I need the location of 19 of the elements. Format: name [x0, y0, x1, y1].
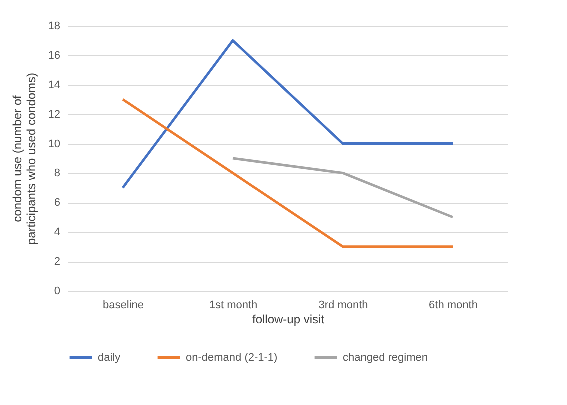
y-tick-label: 8 — [54, 168, 60, 180]
x-tick-label: 6th month — [429, 300, 478, 312]
y-tick-label: 14 — [48, 79, 60, 92]
y-tick-label: 0 — [54, 286, 60, 298]
x-tick-label: baseline — [103, 300, 144, 312]
y-tick-label: 6 — [54, 197, 60, 210]
y-tick-label: 18 — [48, 20, 60, 32]
y-axis-title: condom use (number of participants who used condoms) — [10, 72, 38, 246]
legend-label: on-demand (2-1-1) — [186, 352, 278, 364]
legend-label: changed regimen — [343, 352, 428, 364]
x-tick-label: 3rd month — [318, 300, 368, 312]
y-tick-label: 12 — [48, 108, 60, 121]
legend-label: daily — [98, 352, 122, 364]
x-tick-label: 1st month — [209, 300, 258, 312]
x-axis-title: follow-up visit — [252, 312, 326, 326]
y-tick-label: 2 — [54, 256, 60, 268]
y-tick-label: 16 — [48, 50, 60, 62]
y-tick-label: 10 — [48, 138, 60, 150]
y-tick-label: 4 — [54, 226, 60, 239]
